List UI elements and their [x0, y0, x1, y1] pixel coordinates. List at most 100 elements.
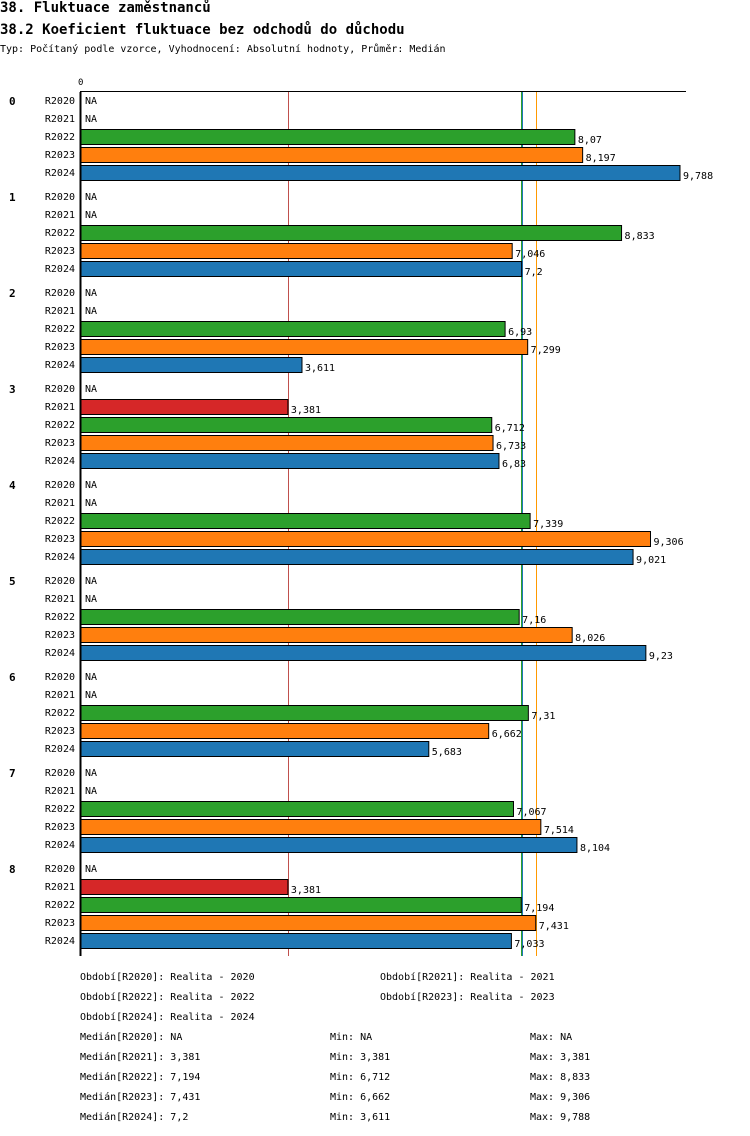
bar-2-r2024 — [80, 357, 303, 373]
category-label-1: 1 — [9, 191, 16, 204]
bar-6-r2023 — [80, 723, 490, 739]
chart-info: Typ: Počítaný podle vzorce, Vyhodnocení:… — [0, 44, 446, 55]
bar-5-r2024 — [80, 645, 647, 661]
series-label-r2021: R2021 — [45, 210, 75, 221]
bar-value-label-7-r2022: 7,067 — [516, 807, 546, 818]
stat-max-r2022: Max: 8,833 — [530, 1072, 591, 1083]
na-label: NA — [85, 768, 97, 779]
bar-value-label-3-r2021: 3,381 — [291, 405, 321, 416]
series-label-r2024: R2024 — [45, 648, 75, 659]
stat-min-r2023: Min: 6,662 — [330, 1092, 391, 1103]
bar-8-r2022 — [80, 897, 522, 913]
stat-min-r2020: Min: NA — [330, 1032, 373, 1043]
series-label-r2021: R2021 — [45, 498, 75, 509]
category-label-2: 2 — [9, 287, 16, 300]
bar-value-label-7-r2023: 7,514 — [544, 825, 574, 836]
x-axis-zero-label: 0 — [78, 78, 83, 88]
series-label-r2020: R2020 — [45, 384, 75, 395]
series-label-r2023: R2023 — [45, 726, 75, 737]
na-label: NA — [85, 690, 97, 701]
category-label-3: 3 — [9, 383, 16, 396]
period-legend-r2024: Období[R2024]: Realita - 2024 — [80, 1012, 255, 1023]
bar-value-label-4-r2022: 7,339 — [533, 519, 563, 530]
series-label-r2023: R2023 — [45, 534, 75, 545]
series-label-r2020: R2020 — [45, 576, 75, 587]
na-label: NA — [85, 114, 97, 125]
bar-value-label-1-r2023: 7,046 — [515, 249, 545, 260]
series-label-r2024: R2024 — [45, 360, 75, 371]
na-label: NA — [85, 594, 97, 605]
series-label-r2021: R2021 — [45, 402, 75, 413]
na-label: NA — [85, 786, 97, 797]
series-label-r2023: R2023 — [45, 630, 75, 641]
bar-3-r2024 — [80, 453, 500, 469]
stat-max-r2021: Max: 3,381 — [530, 1052, 591, 1063]
series-label-r2023: R2023 — [45, 246, 75, 257]
period-legend-r2023: Období[R2023]: Realita - 2023 — [380, 992, 555, 1003]
series-label-r2020: R2020 — [45, 768, 75, 779]
bar-value-label-5-r2023: 8,026 — [575, 633, 605, 644]
na-label: NA — [85, 864, 97, 875]
category-label-4: 4 — [9, 479, 16, 492]
bar-7-r2022 — [80, 801, 514, 817]
bar-value-label-1-r2024: 7,2 — [525, 267, 543, 278]
bar-value-label-0-r2023: 8,197 — [586, 153, 616, 164]
stat-max-r2024: Max: 9,788 — [530, 1112, 591, 1123]
stat-median-r2020: Medián[R2020]: NA — [80, 1032, 183, 1043]
series-label-r2021: R2021 — [45, 882, 75, 893]
series-label-r2020: R2020 — [45, 96, 75, 107]
na-label: NA — [85, 288, 97, 299]
bar-value-label-8-r2024: 7,033 — [514, 939, 544, 950]
bar-value-label-6-r2022: 7,31 — [531, 711, 555, 722]
series-label-r2022: R2022 — [45, 132, 75, 143]
series-label-r2023: R2023 — [45, 150, 75, 161]
na-label: NA — [85, 306, 97, 317]
bar-value-label-2-r2024: 3,611 — [305, 363, 335, 374]
series-label-r2022: R2022 — [45, 228, 75, 239]
bar-value-label-3-r2023: 6,733 — [496, 441, 526, 452]
stat-max-r2023: Max: 9,306 — [530, 1092, 591, 1103]
category-label-0: 0 — [9, 95, 16, 108]
series-label-r2024: R2024 — [45, 552, 75, 563]
bar-3-r2022 — [80, 417, 493, 433]
stat-median-r2023: Medián[R2023]: 7,431 — [80, 1092, 201, 1103]
bar-value-label-3-r2024: 6,83 — [502, 459, 526, 470]
na-label: NA — [85, 576, 97, 587]
bar-value-label-6-r2024: 5,683 — [432, 747, 462, 758]
bar-2-r2022 — [80, 321, 506, 337]
stat-median-r2022: Medián[R2022]: 7,194 — [80, 1072, 201, 1083]
bar-value-label-2-r2023: 7,299 — [531, 345, 561, 356]
series-label-r2021: R2021 — [45, 594, 75, 605]
bar-value-label-4-r2024: 9,021 — [636, 555, 666, 566]
stat-median-r2021: Medián[R2021]: 3,381 — [80, 1052, 201, 1063]
series-label-r2023: R2023 — [45, 342, 75, 353]
bar-value-label-8-r2022: 7,194 — [524, 903, 554, 914]
bar-8-r2021 — [80, 879, 289, 895]
bar-0-r2023 — [80, 147, 584, 163]
na-label: NA — [85, 192, 97, 203]
series-label-r2024: R2024 — [45, 168, 75, 179]
bar-5-r2023 — [80, 627, 573, 643]
period-legend-r2022: Období[R2022]: Realita - 2022 — [80, 992, 255, 1003]
series-label-r2021: R2021 — [45, 114, 75, 125]
series-label-r2020: R2020 — [45, 288, 75, 299]
bar-value-label-0-r2022: 8,07 — [578, 135, 602, 146]
bar-4-r2022 — [80, 513, 531, 529]
stat-min-r2021: Min: 3,381 — [330, 1052, 391, 1063]
series-label-r2024: R2024 — [45, 936, 75, 947]
bar-value-label-1-r2022: 8,833 — [625, 231, 655, 242]
series-label-r2020: R2020 — [45, 864, 75, 875]
bar-0-r2024 — [80, 165, 681, 181]
category-label-5: 5 — [9, 575, 16, 588]
bar-value-label-5-r2022: 7,16 — [522, 615, 546, 626]
series-label-r2023: R2023 — [45, 822, 75, 833]
bar-value-label-2-r2022: 6,93 — [508, 327, 532, 338]
stat-median-r2024: Medián[R2024]: 7,2 — [80, 1112, 189, 1123]
bar-6-r2024 — [80, 741, 430, 757]
stat-min-r2022: Min: 6,712 — [330, 1072, 391, 1083]
series-label-r2022: R2022 — [45, 324, 75, 335]
na-label: NA — [85, 480, 97, 491]
series-label-r2021: R2021 — [45, 306, 75, 317]
na-label: NA — [85, 96, 97, 107]
